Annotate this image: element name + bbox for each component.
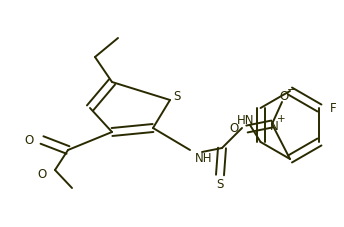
Text: +: + <box>277 114 285 124</box>
Text: −: − <box>287 85 297 95</box>
Text: O: O <box>25 133 34 146</box>
Text: N: N <box>270 119 278 133</box>
Text: F: F <box>330 101 336 114</box>
Text: S: S <box>216 178 224 192</box>
Text: S: S <box>173 89 181 103</box>
Text: O: O <box>230 123 239 136</box>
Text: NH: NH <box>195 151 213 165</box>
Text: O: O <box>279 89 289 103</box>
Text: HN: HN <box>237 114 255 128</box>
Text: O: O <box>38 168 47 182</box>
